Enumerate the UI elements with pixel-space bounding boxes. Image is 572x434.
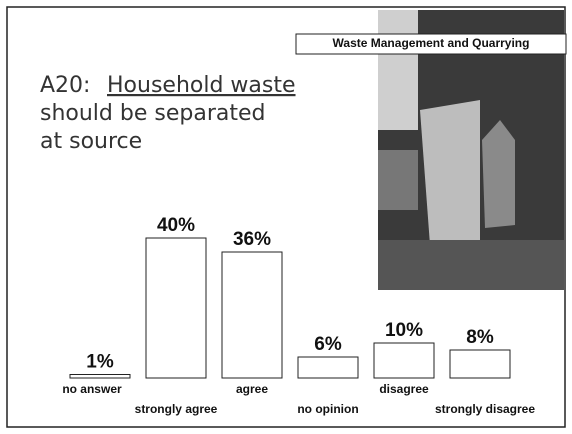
title-line: A20: <box>40 73 90 98</box>
category-label: strongly disagree <box>435 402 535 416</box>
title-line: at source <box>40 129 142 154</box>
bar <box>450 350 510 378</box>
value-label: 36% <box>233 229 271 250</box>
bar <box>374 343 434 378</box>
header: Waste Management and Quarrying <box>333 36 530 50</box>
title-line: should be separated <box>40 101 265 126</box>
value-label: 10% <box>385 320 423 341</box>
category-label: no answer <box>62 382 122 396</box>
category-label: agree <box>236 382 268 396</box>
bar <box>298 357 358 378</box>
chart: Waste Management and Quarrying A20: Hous… <box>0 0 572 434</box>
category-label: disagree <box>379 382 429 396</box>
value-label: 40% <box>157 215 195 236</box>
title-line: Household waste <box>107 73 296 98</box>
value-label: 1% <box>86 352 114 373</box>
bar <box>146 238 206 378</box>
bar <box>222 252 282 378</box>
value-label: 6% <box>314 334 342 355</box>
category-label: no opinion <box>297 402 358 416</box>
bar <box>70 375 130 379</box>
value-label: 8% <box>466 327 494 348</box>
category-label: strongly agree <box>135 402 218 416</box>
